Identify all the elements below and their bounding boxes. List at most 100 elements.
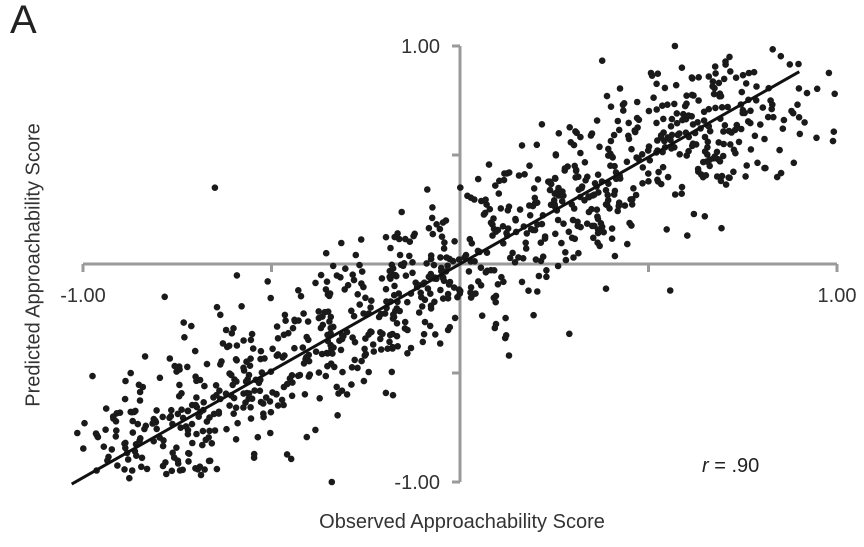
data-point bbox=[430, 261, 438, 269]
data-point bbox=[673, 110, 681, 117]
data-point bbox=[208, 440, 216, 447]
data-point bbox=[173, 444, 180, 452]
data-point bbox=[248, 395, 256, 403]
data-point bbox=[655, 168, 662, 176]
data-point bbox=[425, 224, 433, 232]
data-point bbox=[329, 350, 336, 357]
data-point bbox=[219, 340, 227, 347]
data-point bbox=[608, 152, 615, 160]
data-point bbox=[689, 140, 697, 147]
data-point bbox=[251, 387, 258, 394]
data-point bbox=[704, 138, 712, 146]
data-point bbox=[391, 282, 398, 290]
data-point bbox=[411, 230, 419, 238]
data-point bbox=[138, 463, 145, 471]
data-point bbox=[700, 117, 708, 124]
data-point bbox=[630, 185, 637, 192]
data-point bbox=[228, 330, 236, 337]
data-point bbox=[289, 324, 297, 332]
data-point bbox=[377, 346, 385, 353]
data-point bbox=[378, 275, 386, 282]
data-point bbox=[591, 191, 598, 198]
data-point bbox=[790, 159, 798, 167]
data-point bbox=[129, 417, 136, 425]
data-point bbox=[404, 326, 411, 334]
data-point bbox=[393, 320, 401, 327]
data-point bbox=[185, 449, 192, 457]
data-point bbox=[744, 118, 752, 125]
data-point bbox=[761, 135, 768, 143]
data-point bbox=[113, 410, 120, 417]
data-point bbox=[226, 370, 233, 377]
data-point bbox=[657, 132, 665, 139]
data-point bbox=[389, 343, 397, 351]
data-point bbox=[492, 182, 499, 189]
data-point bbox=[358, 357, 365, 365]
data-point bbox=[486, 205, 494, 213]
data-point bbox=[751, 132, 759, 140]
regression-line bbox=[70, 70, 801, 486]
data-point bbox=[678, 64, 686, 71]
data-point bbox=[439, 295, 447, 302]
data-point bbox=[490, 267, 498, 274]
data-point bbox=[294, 372, 302, 380]
data-point bbox=[671, 191, 679, 198]
data-point bbox=[222, 326, 230, 334]
data-point bbox=[747, 146, 755, 153]
data-point bbox=[134, 420, 142, 428]
data-point bbox=[323, 278, 331, 286]
data-point bbox=[233, 342, 241, 349]
data-point bbox=[245, 371, 253, 379]
data-point bbox=[721, 122, 729, 129]
data-point bbox=[794, 101, 801, 108]
data-point bbox=[437, 286, 444, 294]
x-axis-label: Observed Approachability Score bbox=[319, 511, 605, 533]
data-point bbox=[628, 201, 636, 208]
data-point bbox=[350, 312, 358, 320]
data-point bbox=[739, 71, 747, 79]
data-point bbox=[654, 70, 662, 77]
data-point bbox=[163, 470, 170, 478]
data-point bbox=[645, 107, 653, 115]
data-point bbox=[188, 420, 196, 428]
data-point bbox=[761, 164, 768, 172]
tick-labels-group: -1.00 1.00 1.00 -1.00 bbox=[60, 36, 856, 494]
data-point bbox=[633, 114, 641, 122]
data-point bbox=[624, 240, 631, 248]
data-point bbox=[233, 357, 240, 364]
data-point bbox=[705, 73, 713, 80]
data-point bbox=[390, 313, 398, 321]
data-point bbox=[274, 402, 282, 409]
data-point bbox=[565, 228, 573, 236]
data-point bbox=[233, 272, 241, 279]
data-point bbox=[274, 335, 282, 342]
data-point bbox=[428, 214, 436, 222]
data-point bbox=[764, 113, 772, 121]
data-point bbox=[607, 137, 615, 145]
data-point bbox=[351, 338, 359, 346]
data-point bbox=[620, 100, 628, 107]
data-point bbox=[593, 117, 601, 124]
data-point bbox=[504, 225, 512, 232]
data-point bbox=[153, 425, 160, 433]
data-point bbox=[773, 173, 781, 181]
data-point bbox=[676, 151, 683, 158]
data-point bbox=[535, 272, 543, 280]
data-point bbox=[570, 254, 577, 261]
data-point bbox=[685, 112, 692, 119]
data-point bbox=[482, 269, 490, 276]
data-point bbox=[712, 104, 719, 112]
data-point bbox=[478, 312, 486, 320]
data-point bbox=[192, 465, 199, 472]
data-point bbox=[257, 347, 265, 355]
data-point bbox=[393, 332, 401, 340]
data-point bbox=[342, 265, 349, 273]
data-point bbox=[639, 164, 647, 171]
data-point bbox=[427, 305, 435, 312]
data-point bbox=[260, 413, 267, 421]
data-point bbox=[257, 398, 265, 406]
data-point bbox=[444, 290, 452, 298]
data-point bbox=[562, 249, 569, 256]
data-point bbox=[247, 415, 255, 422]
data-point bbox=[712, 70, 719, 77]
